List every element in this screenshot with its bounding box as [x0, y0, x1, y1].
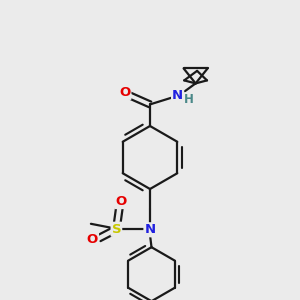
Text: S: S	[112, 223, 121, 236]
Text: N: N	[144, 223, 156, 236]
Text: O: O	[87, 233, 98, 246]
Text: N: N	[172, 89, 183, 102]
Text: O: O	[115, 195, 127, 208]
Text: O: O	[119, 86, 130, 99]
Text: H: H	[184, 93, 193, 106]
